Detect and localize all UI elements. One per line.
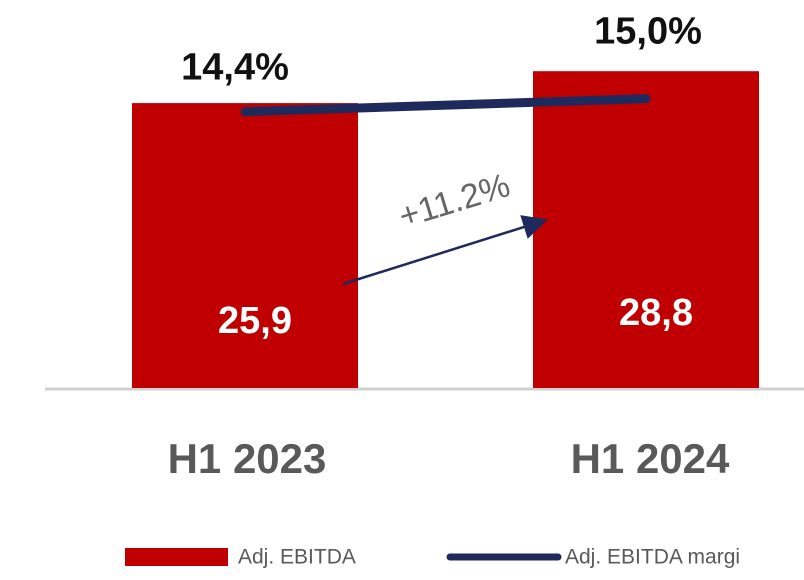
line-value-label: 15,0%	[594, 11, 702, 53]
bar-value-label: 25,9	[218, 300, 292, 342]
x-tick-label: H1 2023	[168, 435, 327, 482]
growth-arrow	[342, 215, 548, 286]
bar	[132, 103, 358, 388]
annotation: +11.2%	[394, 166, 514, 236]
bar-value-label: 28,8	[619, 292, 693, 334]
legend-label: Adj. EBITDA	[238, 546, 356, 569]
line-value-label: 14,4%	[181, 47, 289, 89]
margin-line	[240, 94, 651, 117]
x-tick-label: H1 2024	[571, 435, 730, 482]
legend-label: Adj. EBITDA margi	[565, 546, 740, 569]
legend-swatch	[125, 548, 228, 566]
bar	[533, 71, 759, 388]
